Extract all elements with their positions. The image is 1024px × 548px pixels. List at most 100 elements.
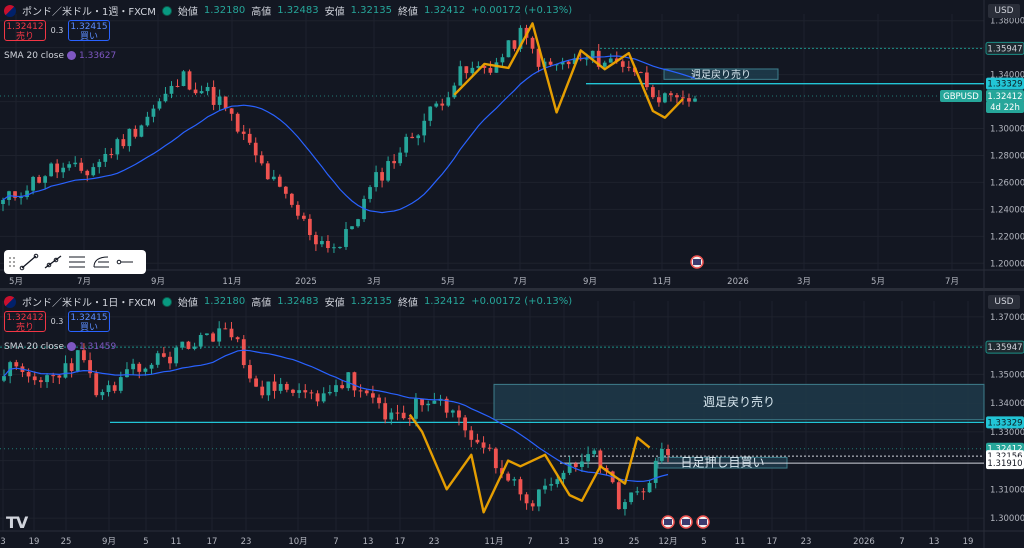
fib-retracement-icon[interactable] xyxy=(90,253,112,271)
candle-body xyxy=(530,37,535,49)
candle-body xyxy=(687,98,691,102)
candle-body xyxy=(666,448,670,456)
daily-chart-panel[interactable]: 1.370001.360001.350001.340001.330001.320… xyxy=(0,291,1024,548)
candle-body xyxy=(536,489,541,507)
symbol-title[interactable]: ポンド／米ドル・1日・FXCM xyxy=(22,298,156,309)
candle-body xyxy=(139,125,144,137)
y-tick-label: 1.35000 xyxy=(990,370,1024,380)
candle-body xyxy=(229,108,234,114)
candle-body xyxy=(297,390,302,393)
candle-body xyxy=(659,448,664,461)
candle-body xyxy=(560,61,565,65)
weekly-chart-canvas[interactable]: 1.380001.360001.340001.320001.300001.280… xyxy=(0,0,1024,288)
candle-body xyxy=(125,369,129,378)
parallel-channel-icon[interactable] xyxy=(66,253,88,271)
candle-body xyxy=(389,412,394,420)
candle-body xyxy=(383,403,388,420)
x-tick-label: 11月 xyxy=(222,277,241,287)
candle-body xyxy=(118,377,123,391)
candle-body xyxy=(681,97,685,99)
sell-label: 売り xyxy=(15,32,34,42)
x-tick-label: 23 xyxy=(429,537,440,547)
candle-body xyxy=(302,215,306,219)
candle-body xyxy=(377,397,381,404)
candle-body xyxy=(548,61,553,65)
candle-body xyxy=(404,136,409,153)
candle-body xyxy=(131,363,136,370)
candle-body xyxy=(481,442,486,448)
horizontal-ray-icon[interactable] xyxy=(114,253,136,271)
candle-body xyxy=(121,139,126,147)
sell-button[interactable]: 1.32412 売り xyxy=(4,20,46,42)
y-tick-label: 1.30000 xyxy=(990,125,1024,135)
candle-body xyxy=(500,57,505,63)
settings-icon[interactable] xyxy=(67,342,76,351)
candle-body xyxy=(338,246,342,248)
candle-body xyxy=(555,479,560,485)
gbpusd-flag-icon xyxy=(4,295,16,308)
currency-button[interactable]: USD xyxy=(988,295,1020,309)
sma-label: SMA 20 close xyxy=(4,51,64,61)
y-tick-label: 1.24000 xyxy=(990,205,1024,215)
candle-body xyxy=(470,67,475,74)
daily-chart-canvas[interactable]: 1.370001.360001.350001.340001.330001.320… xyxy=(0,291,1024,548)
x-tick-label: 7 xyxy=(333,537,338,547)
candle-body xyxy=(314,235,318,245)
candle-body xyxy=(482,66,487,68)
sma-line xyxy=(3,349,669,483)
candle-body xyxy=(407,418,412,420)
price-axis-label-bg xyxy=(986,90,1024,103)
sma-legend[interactable]: SMA 20 close 1.33627 xyxy=(4,51,116,61)
us-flag-icon xyxy=(699,519,707,525)
x-tick-label: 19 xyxy=(29,537,40,547)
x-tick-label: 7 xyxy=(527,537,532,547)
weekly-chart-panel[interactable]: 1.380001.360001.340001.320001.300001.280… xyxy=(0,0,1024,288)
sell-button[interactable]: 1.32412 売り xyxy=(4,311,46,333)
candle-body xyxy=(518,479,523,495)
gbpusd-flag-icon xyxy=(4,4,16,17)
candle-body xyxy=(416,135,421,139)
settings-icon[interactable] xyxy=(67,51,76,60)
x-tick-label: 11月 xyxy=(484,537,503,547)
price-axis-label: 1.32156 xyxy=(987,452,1022,462)
sell-price: 1.32412 xyxy=(6,22,44,32)
panel-divider[interactable] xyxy=(0,288,1024,291)
candle-body xyxy=(543,485,547,490)
sma-legend[interactable]: SMA 20 close 1.31459 xyxy=(4,342,116,352)
price-axis-label: 1.32412 xyxy=(987,445,1022,455)
candle-body xyxy=(457,410,461,418)
symbol-title[interactable]: ポンド／米ドル・1週・FXCM xyxy=(22,7,156,18)
spread-value: 0.3 xyxy=(50,317,64,326)
x-tick-label: 2026 xyxy=(727,277,749,287)
x-tick-label: 11 xyxy=(171,537,182,547)
x-tick-label: 17 xyxy=(207,537,218,547)
price-axis-label: 1.35947 xyxy=(987,44,1022,54)
tradingview-logo[interactable]: TV xyxy=(6,513,28,532)
candle-body xyxy=(493,448,498,469)
trend-line-icon[interactable] xyxy=(18,253,40,271)
candle-body xyxy=(248,365,252,379)
candle-body xyxy=(340,385,345,389)
price-axis-label: 1.35947 xyxy=(987,343,1022,353)
candle-body xyxy=(272,381,277,391)
price-axis-label-bg xyxy=(985,41,1024,55)
ray-icon[interactable] xyxy=(42,253,64,271)
buy-label: 買い xyxy=(79,323,98,333)
candle-body xyxy=(151,108,156,117)
currency-button[interactable]: USD xyxy=(988,4,1020,18)
candle-body xyxy=(432,400,437,404)
candle-body xyxy=(133,128,138,137)
candle-body xyxy=(352,372,357,391)
buy-button[interactable]: 1.32415 買い xyxy=(68,311,110,333)
x-tick-label: 2025 xyxy=(295,277,317,287)
candle-body xyxy=(192,346,197,349)
candle-body xyxy=(100,391,105,396)
candle-body xyxy=(217,96,222,105)
buy-button[interactable]: 1.32415 買い xyxy=(68,20,110,42)
close-value: 1.32412 xyxy=(423,5,466,16)
low-value: 1.32135 xyxy=(350,296,392,307)
drag-handle-icon[interactable] xyxy=(8,254,16,270)
candle-body xyxy=(223,328,228,330)
candle-body xyxy=(223,96,228,109)
candle-body xyxy=(386,161,390,181)
